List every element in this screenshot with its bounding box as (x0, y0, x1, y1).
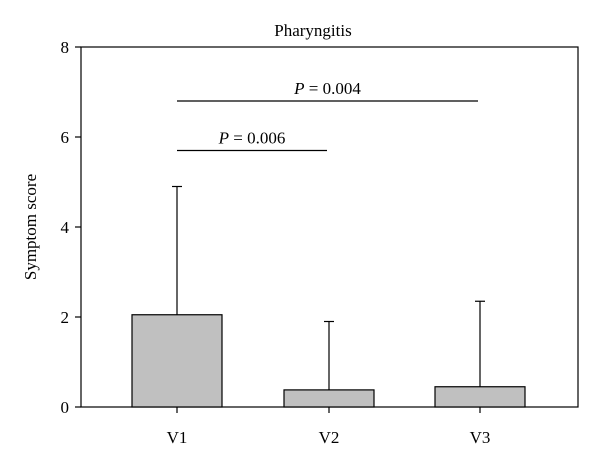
significance-label: P = 0.004 (293, 79, 361, 98)
x-tick-label: V1 (167, 428, 188, 447)
chart-title: Pharyngitis (274, 21, 351, 40)
y-tick-label: 8 (61, 38, 70, 57)
y-tick-label: 6 (61, 128, 70, 147)
bar (283, 389, 375, 408)
y-tick-label: 0 (61, 398, 70, 417)
plot-area: 0 2 4 6 8 V1 V2 V3 P = 0.006 P = 0.004 (61, 38, 579, 447)
x-tick-label: V3 (470, 428, 491, 447)
y-axis-label: Symptom score (21, 174, 40, 280)
significance-label: P = 0.006 (218, 129, 286, 148)
y-tick-label: 2 (61, 308, 70, 327)
y-tick-label: 4 (61, 218, 70, 237)
bar (131, 314, 223, 408)
bar (434, 386, 526, 408)
x-tick-label: V2 (319, 428, 340, 447)
